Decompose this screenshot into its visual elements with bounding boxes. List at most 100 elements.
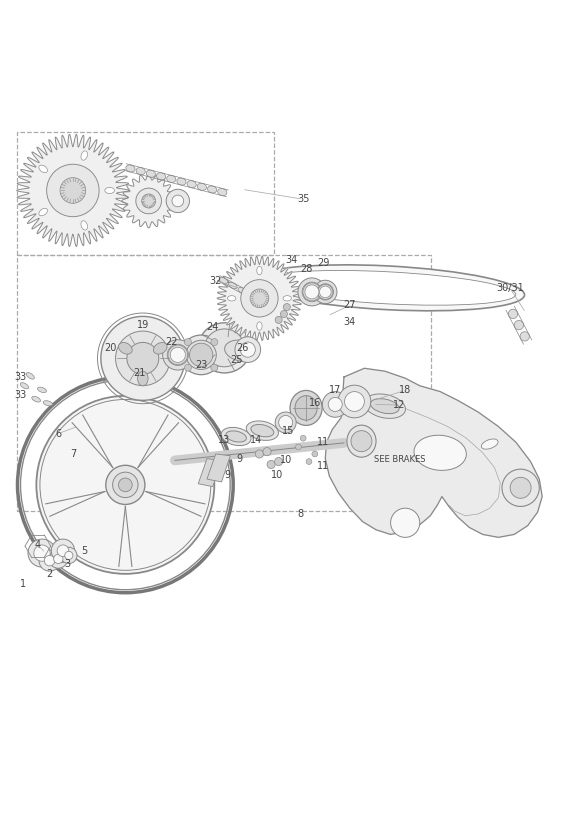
Circle shape — [167, 344, 188, 366]
Ellipse shape — [414, 435, 466, 471]
Text: 10: 10 — [279, 455, 292, 465]
Circle shape — [275, 457, 283, 466]
Circle shape — [163, 339, 193, 370]
Text: 34: 34 — [343, 316, 356, 326]
Ellipse shape — [156, 173, 166, 180]
Ellipse shape — [37, 387, 47, 392]
Text: 6: 6 — [55, 428, 61, 438]
Ellipse shape — [248, 293, 256, 299]
Circle shape — [47, 164, 99, 217]
Circle shape — [267, 461, 275, 469]
Circle shape — [241, 279, 278, 317]
Text: 25: 25 — [230, 354, 243, 364]
Circle shape — [36, 396, 215, 574]
Circle shape — [510, 477, 531, 499]
Circle shape — [60, 178, 86, 204]
Polygon shape — [217, 256, 301, 340]
Circle shape — [317, 283, 333, 300]
Ellipse shape — [153, 343, 167, 354]
Text: 17: 17 — [329, 386, 342, 396]
Text: 5: 5 — [82, 545, 87, 555]
Circle shape — [189, 344, 213, 367]
Polygon shape — [17, 134, 129, 246]
Circle shape — [263, 447, 271, 456]
Ellipse shape — [105, 187, 114, 194]
Ellipse shape — [39, 165, 47, 173]
Ellipse shape — [198, 323, 251, 373]
Ellipse shape — [81, 221, 87, 230]
Polygon shape — [198, 459, 222, 487]
Circle shape — [127, 343, 159, 374]
Ellipse shape — [514, 321, 524, 330]
Circle shape — [51, 539, 75, 563]
Ellipse shape — [227, 296, 236, 301]
Circle shape — [351, 431, 372, 452]
Ellipse shape — [283, 296, 292, 301]
Text: 3: 3 — [64, 559, 70, 569]
Text: 29: 29 — [317, 259, 330, 269]
Text: 21: 21 — [134, 368, 146, 378]
Circle shape — [54, 555, 63, 564]
Text: 23: 23 — [195, 360, 208, 370]
Circle shape — [211, 364, 218, 371]
Ellipse shape — [118, 343, 132, 354]
Circle shape — [306, 459, 312, 465]
Circle shape — [118, 478, 132, 492]
Circle shape — [39, 550, 60, 571]
Circle shape — [34, 545, 50, 561]
Circle shape — [345, 391, 364, 411]
Ellipse shape — [181, 335, 222, 375]
Circle shape — [255, 450, 264, 458]
Circle shape — [305, 285, 319, 299]
Text: 7: 7 — [70, 449, 76, 459]
Ellipse shape — [167, 176, 176, 183]
Circle shape — [166, 190, 189, 213]
Ellipse shape — [219, 277, 227, 283]
Text: 9: 9 — [224, 470, 230, 480]
Ellipse shape — [43, 400, 52, 405]
Circle shape — [172, 195, 184, 207]
Ellipse shape — [251, 265, 525, 311]
Ellipse shape — [520, 332, 529, 341]
Text: 15: 15 — [282, 426, 295, 436]
Polygon shape — [325, 368, 542, 537]
Circle shape — [338, 385, 371, 418]
Ellipse shape — [290, 391, 322, 425]
Text: 20: 20 — [104, 343, 117, 353]
Ellipse shape — [347, 425, 376, 457]
Ellipse shape — [39, 208, 47, 216]
Circle shape — [184, 364, 191, 371]
Circle shape — [115, 331, 170, 386]
Ellipse shape — [208, 186, 217, 193]
Circle shape — [57, 545, 69, 556]
Ellipse shape — [246, 421, 279, 440]
Text: 12: 12 — [393, 400, 406, 410]
Ellipse shape — [229, 283, 237, 288]
Text: 11: 11 — [317, 461, 330, 471]
Ellipse shape — [136, 167, 145, 175]
Ellipse shape — [20, 382, 29, 389]
Text: 4: 4 — [35, 540, 41, 550]
Circle shape — [312, 451, 318, 456]
Text: 33: 33 — [14, 372, 27, 382]
Text: 2: 2 — [47, 569, 52, 579]
Ellipse shape — [138, 372, 148, 386]
Ellipse shape — [26, 372, 34, 379]
Circle shape — [101, 316, 185, 400]
Ellipse shape — [370, 399, 399, 414]
Ellipse shape — [482, 439, 498, 449]
Polygon shape — [122, 174, 175, 228]
Circle shape — [279, 415, 293, 429]
Text: 16: 16 — [308, 398, 321, 408]
Circle shape — [280, 311, 287, 317]
Circle shape — [28, 539, 56, 567]
Ellipse shape — [224, 340, 259, 362]
Text: 27: 27 — [343, 300, 356, 311]
Ellipse shape — [295, 396, 317, 420]
Ellipse shape — [257, 322, 262, 330]
Ellipse shape — [238, 288, 247, 294]
Circle shape — [235, 337, 261, 363]
Circle shape — [296, 444, 301, 450]
Circle shape — [65, 551, 73, 559]
Circle shape — [502, 469, 539, 507]
